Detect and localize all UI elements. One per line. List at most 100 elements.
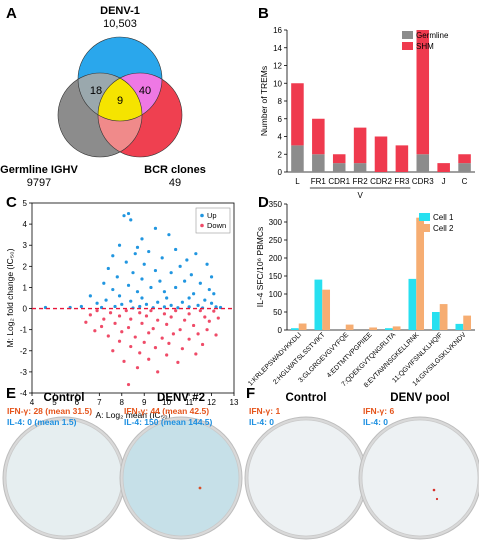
panel-f-letter: F (246, 385, 255, 402)
b-legend-swatch (402, 42, 413, 50)
well-title: DENV pool (390, 392, 449, 404)
c-point-up (176, 306, 180, 310)
c-point-up (153, 226, 158, 230)
b-bar-germline (416, 154, 430, 172)
d-bar-cell-2 (463, 315, 472, 330)
c-point-up (95, 301, 99, 305)
c-point-up (140, 277, 144, 281)
c-point-up (135, 245, 140, 249)
d-legend-swatch (419, 213, 430, 221)
well-ifn-count: IFN-γ: 6 (363, 406, 394, 416)
c-y-axis-label: M: Log₂ fold change (IC₅₀) (5, 248, 15, 347)
d-bar-cell-1 (431, 312, 440, 330)
c-point-up (131, 271, 135, 275)
b-y-tick-label: 14 (273, 44, 282, 53)
c-point-up (178, 264, 182, 268)
c-point-up (144, 302, 149, 306)
c-point-up (158, 279, 162, 283)
c-point-up (102, 281, 106, 285)
well-ifn-count: IFN-γ: 28 (mean 31.5) (7, 406, 92, 416)
c-legend-label: Down (207, 221, 226, 230)
d-y-tick-label: 150 (269, 272, 283, 281)
venn-denv-name: DENV-1 (100, 5, 140, 17)
c-legend-marker (200, 223, 204, 228)
c-x-tick-label: 7 (97, 398, 102, 407)
c-point-down (120, 330, 124, 334)
c-legend-box (195, 207, 231, 234)
c-x-tick-label: 10 (162, 398, 171, 407)
c-point-up (142, 262, 146, 266)
c-point-down (102, 317, 106, 321)
panel-d: D 0 50 100 150 200 250 300 350 IL-4 SFC/10⁶ PBMC… (247, 194, 475, 389)
c-point-down (171, 332, 175, 336)
c-point-up (79, 304, 83, 309)
c-point-up (124, 260, 128, 264)
d-x-tick-label: 4:EDTMTVPGPIIEE (326, 331, 374, 379)
well-title: Control (44, 392, 85, 404)
venn-germline-count: 9797 (27, 177, 51, 189)
c-point-down (205, 328, 209, 332)
c-point-down (129, 317, 133, 321)
c-point-up (174, 247, 178, 252)
c-point-up (135, 290, 140, 294)
b-x-tick-label: J (442, 177, 446, 186)
b-bar-shm (458, 154, 471, 164)
venn-bcr-count: 49 (169, 177, 181, 189)
c-point-up (111, 287, 115, 292)
venn-germline-name: Germline IGHV (0, 164, 78, 176)
c-y-tick-label: 5 (23, 199, 28, 208)
d-y-tick-label: 100 (269, 290, 283, 299)
d-bar-cell-1 (384, 328, 393, 330)
c-point-down (149, 309, 153, 313)
c-y-tick-label: -1 (20, 326, 28, 335)
d-bar-cell-2 (369, 327, 378, 330)
panel-a-letter: A (6, 5, 17, 22)
b-legend-swatch (402, 31, 413, 39)
b-y-tick-label: 16 (273, 26, 282, 35)
c-point-down (196, 332, 200, 336)
b-bar-germline (312, 154, 325, 172)
c-point-down (174, 309, 178, 313)
c-point-down (126, 382, 131, 387)
c-point-up (88, 294, 92, 298)
panel-a: A DENV-1 10,503 Germline IGHV 9797 BCR c… (0, 5, 206, 189)
c-point-up (205, 262, 209, 266)
c-point-up (147, 249, 151, 254)
c-point-down (169, 315, 173, 319)
panel-d-letter: D (258, 194, 269, 211)
c-point-down (194, 352, 198, 356)
c-point-up (126, 283, 131, 287)
well-title: DENV #2 (157, 392, 205, 404)
well-spot (432, 488, 436, 492)
c-point-up (106, 266, 110, 271)
c-y-tick-label: -3 (20, 368, 28, 377)
c-point-up (117, 243, 122, 247)
wells-e: Control IFN-γ: 28 (mean 31.5)IL-4: 0 (mea… (2, 392, 243, 540)
panel-e-letter: E (6, 385, 16, 402)
c-point-down (165, 322, 169, 326)
c-point-up (115, 275, 119, 279)
c-point-down (198, 309, 202, 313)
b-y-axis-label: Number of TREMs (259, 66, 269, 136)
c-point-up (156, 300, 160, 304)
c-point-up (209, 301, 214, 305)
c-point-down (183, 318, 187, 322)
b-y-tick-label: 0 (278, 168, 283, 177)
d-legend-label: Cell 2 (433, 224, 454, 233)
b-bar-shm (416, 30, 430, 155)
venn-bcr-name: BCR clones (144, 164, 206, 176)
c-point-up (196, 303, 200, 307)
c-point-down (180, 347, 184, 351)
b-x-tick-label: CDR1 (328, 177, 350, 186)
c-point-up (111, 254, 115, 258)
c-point-down (117, 339, 122, 343)
venn-diagram: DENV-1 10,503 Germline IGHV 9797 BCR clo… (0, 5, 206, 189)
well-membrane (247, 419, 365, 537)
panel-c-letter: C (6, 194, 17, 211)
c-x-tick-label: 9 (142, 398, 147, 407)
d-bar-cell-2 (392, 326, 401, 330)
c-point-up (180, 300, 184, 304)
